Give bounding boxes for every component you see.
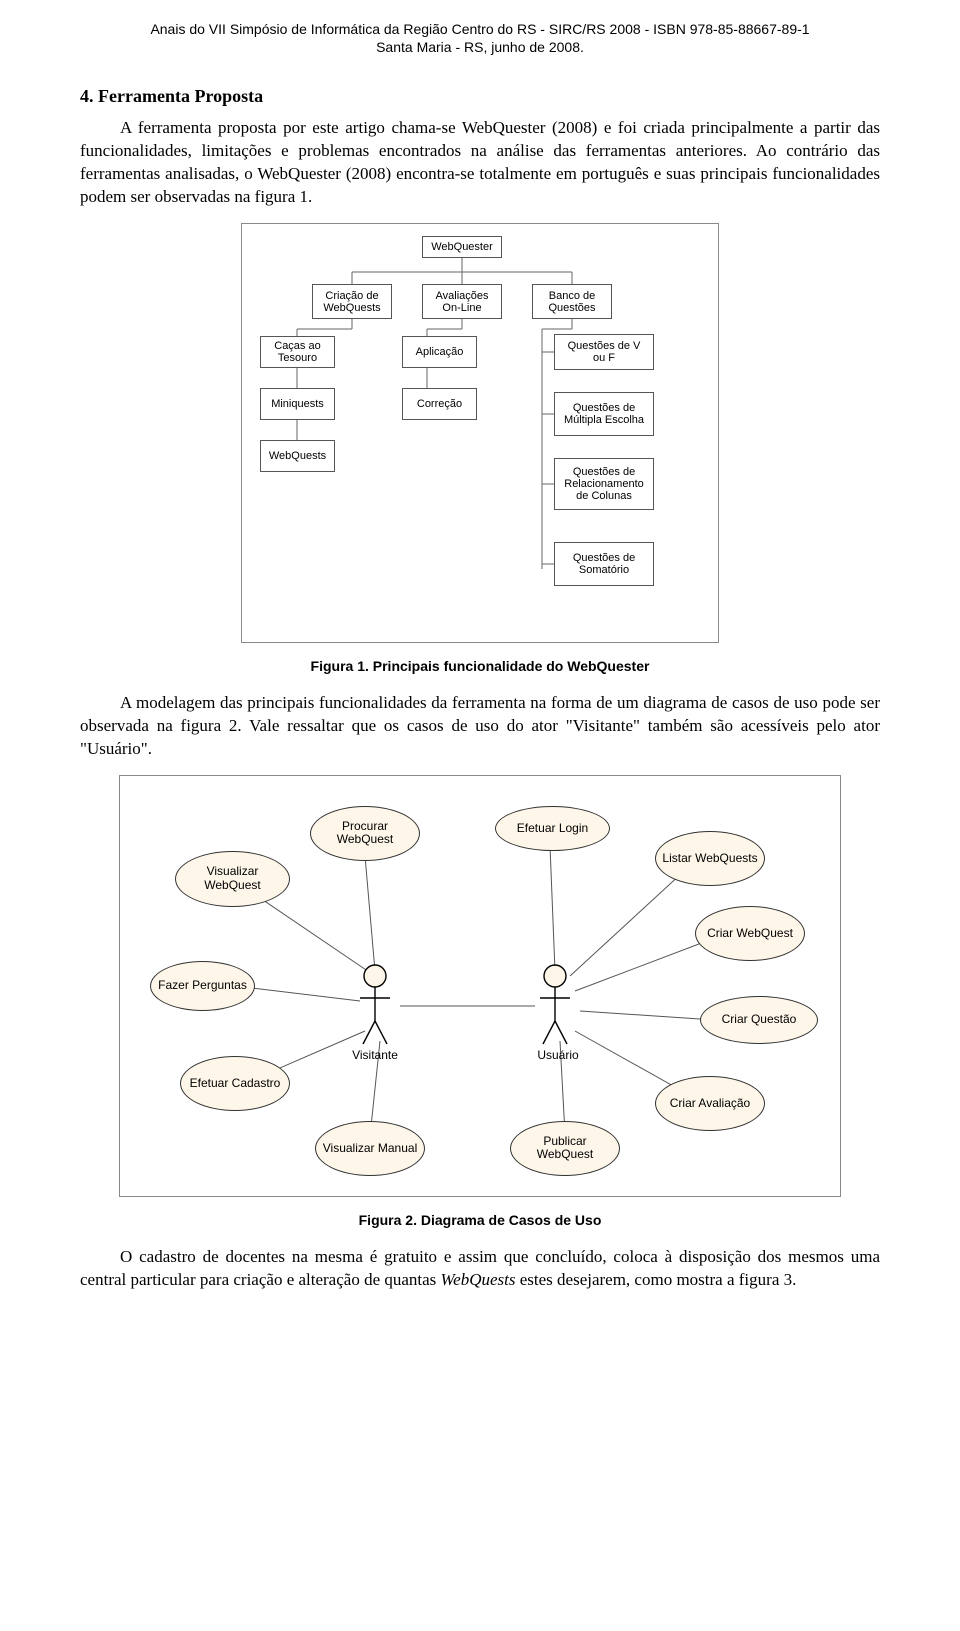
uc-efetuar-login: Efetuar Login xyxy=(495,806,610,851)
para3-italic: WebQuests xyxy=(441,1270,516,1289)
actor-visitante-icon xyxy=(360,965,390,1044)
paragraph-1: A ferramenta proposta por este artigo ch… xyxy=(80,117,880,209)
f1-row2-2: Banco de Questões xyxy=(532,284,612,319)
page-content: Anais do VII Simpósio de Informática da … xyxy=(0,0,960,1344)
uc-publicar-webquest: Publicar WebQuest xyxy=(510,1121,620,1176)
f1-left-2: WebQuests xyxy=(260,440,335,472)
paragraph-2: A modelagem das principais funcionalidad… xyxy=(80,692,880,761)
figure-2-caption: Figura 2. Diagrama de Casos de Uso xyxy=(80,1212,880,1228)
uc-procurar-webquest: Procurar WebQuest xyxy=(310,806,420,861)
f1-right-1: Questões de Múltipla Escolha xyxy=(554,392,654,436)
f1-right-0: Questões de V ou F xyxy=(554,334,654,370)
actor-visitante-label: Visitante xyxy=(345,1048,405,1062)
paragraph-3: O cadastro de docentes na mesma é gratui… xyxy=(80,1246,880,1292)
figure-1-wrap: WebQuester Criação de WebQuests Avaliaçõ… xyxy=(80,223,880,648)
uc-listar-webquests: Listar WebQuests xyxy=(655,831,765,886)
f1-right-3: Questões de Somatório xyxy=(554,542,654,586)
uc-criar-webquest: Criar WebQuest xyxy=(695,906,805,961)
uc-criar-avaliacao: Criar Avaliação xyxy=(655,1076,765,1131)
figure-2-wrap: Visualizar WebQuest Procurar WebQuest Fa… xyxy=(80,775,880,1202)
figure-1-diagram: WebQuester Criação de WebQuests Avaliaçõ… xyxy=(241,223,719,643)
para3-suffix: estes desejarem, como mostra a figura 3. xyxy=(515,1270,796,1289)
uc-visualizar-manual: Visualizar Manual xyxy=(315,1121,425,1176)
f1-root: WebQuester xyxy=(422,236,502,258)
figure-2-diagram: Visualizar WebQuest Procurar WebQuest Fa… xyxy=(119,775,841,1197)
f1-left-0: Caças ao Tesouro xyxy=(260,336,335,368)
actor-usuario-label: Usuário xyxy=(528,1048,588,1062)
header-line-1: Anais do VII Simpósio de Informática da … xyxy=(80,20,880,38)
actor-usuario-icon xyxy=(540,965,570,1044)
f1-right-2: Questões de Relacionamento de Colunas xyxy=(554,458,654,510)
section-title: 4. Ferramenta Proposta xyxy=(80,86,880,107)
uc-efetuar-cadastro: Efetuar Cadastro xyxy=(180,1056,290,1111)
figure-1-caption: Figura 1. Principais funcionalidade do W… xyxy=(80,658,880,674)
uc-visualizar-webquest: Visualizar WebQuest xyxy=(175,851,290,907)
f1-row2-1: Avaliações On-Line xyxy=(422,284,502,319)
f1-left-1: Miniquests xyxy=(260,388,335,420)
header-line-2: Santa Maria - RS, junho de 2008. xyxy=(80,38,880,56)
uc-criar-questao: Criar Questão xyxy=(700,996,818,1044)
f1-mid-1: Correção xyxy=(402,388,477,420)
f1-row2-0: Criação de WebQuests xyxy=(312,284,392,319)
uc-fazer-perguntas: Fazer Perguntas xyxy=(150,961,255,1011)
page-header: Anais do VII Simpósio de Informática da … xyxy=(80,20,880,56)
f1-mid-0: Aplicação xyxy=(402,336,477,368)
